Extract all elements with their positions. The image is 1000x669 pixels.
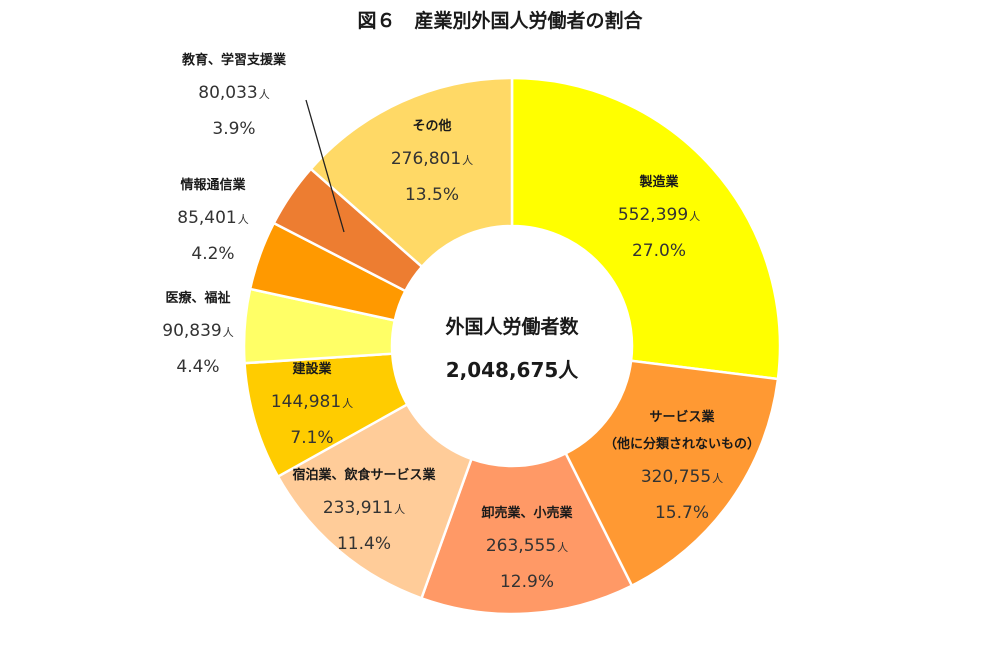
- slice-1: [563, 359, 780, 588]
- slice-8: [309, 76, 514, 269]
- slice-percent-0: 27.0%: [632, 241, 686, 261]
- slice-percent-2: 12.9%: [500, 572, 554, 592]
- slice-0: [510, 76, 782, 381]
- slice-value-3: 233,911人: [323, 498, 405, 518]
- slice-label-4: 建設業: [292, 361, 332, 377]
- slice-percent-6: 4.2%: [191, 244, 234, 264]
- slice-sublabel-1: （他に分類されないもの）: [604, 436, 760, 452]
- slice-label-0: 製造業: [638, 174, 679, 190]
- slices-group: [242, 76, 782, 616]
- slice-percent-4: 7.1%: [290, 428, 333, 448]
- slice-value-8: 276,801人: [391, 149, 473, 169]
- slice-label-3: 宿泊業、飲食サービス業: [292, 467, 436, 483]
- center-value: 2,048,675人: [446, 358, 580, 382]
- slice-percent-1: 15.7%: [655, 503, 709, 523]
- slice-value-6: 85,401人: [177, 208, 248, 228]
- slice-label-6: 情報通信業: [180, 177, 246, 193]
- slice-2: [419, 451, 634, 616]
- leader-line: [305, 99, 345, 233]
- slice-label-1: サービス業: [649, 409, 715, 425]
- labels-group: 製造業 552,399人 27.0% サービス業 （他に分類されないもの） 320,755…: [162, 52, 760, 592]
- slice-label-8: その他: [412, 118, 451, 134]
- slice-3: [276, 402, 474, 600]
- slice-label-2: 卸売業、小売業: [481, 505, 573, 521]
- slice-value-4: 144,981人: [271, 392, 353, 412]
- slice-percent-7: 3.9%: [212, 119, 255, 139]
- slice-value-7: 80,033人: [198, 83, 269, 103]
- slice-label-7: 教育、学習支援業: [181, 52, 287, 68]
- slice-percent-5: 4.4%: [176, 357, 219, 377]
- slice-value-5: 90,839人: [162, 321, 233, 341]
- slice-value-2: 263,555人: [486, 536, 568, 556]
- slice-value-1: 320,755人: [641, 467, 723, 487]
- slice-percent-8: 13.5%: [405, 185, 459, 205]
- chart-title: 図６ 産業別外国人労働者の割合: [357, 9, 643, 32]
- center-label: 外国人労働者数: [445, 315, 579, 338]
- slice-label-5: 医療、福祉: [165, 290, 230, 306]
- slice-value-0: 552,399人: [618, 205, 700, 225]
- slice-percent-3: 11.4%: [337, 534, 391, 554]
